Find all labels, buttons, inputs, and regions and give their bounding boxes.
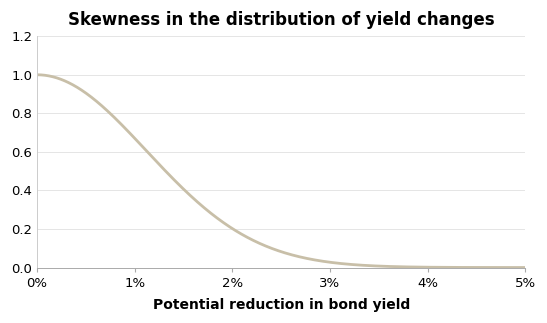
Title: Skewness in the distribution of yield changes: Skewness in the distribution of yield ch… bbox=[68, 11, 494, 29]
X-axis label: Potential reduction in bond yield: Potential reduction in bond yield bbox=[153, 298, 410, 312]
